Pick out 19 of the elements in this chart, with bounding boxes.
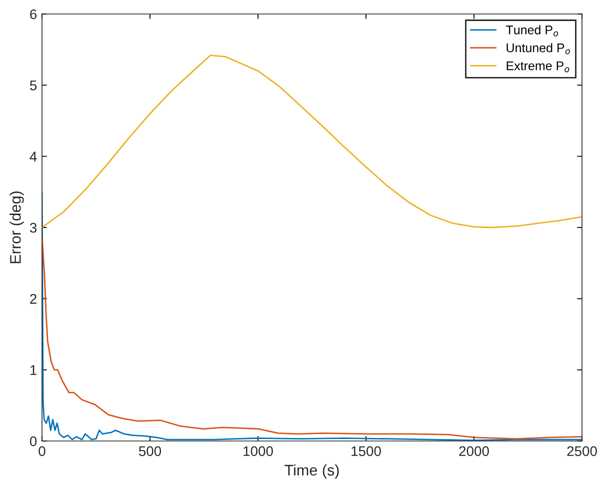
x-tick-label: 2500 [567, 446, 597, 456]
x-tick-label: 2000 [459, 446, 489, 456]
y-tick-label: 6 [30, 9, 37, 20]
x-axis-title: Time (s) [284, 464, 339, 479]
legend-label: Tuned P$_{o}$ [506, 25, 558, 36]
x-tick-label: 1500 [352, 446, 381, 456]
x-tick-label: 1000 [244, 446, 273, 456]
y-tick-label: 3 [30, 222, 37, 233]
y-tick-label: 1 [30, 365, 36, 375]
y-axis-title: Error (deg) [10, 192, 24, 264]
y-tick-label: 2 [30, 294, 36, 304]
x-tick-label: 500 [138, 446, 162, 456]
y-tick-label: 0 [30, 436, 37, 446]
legend-label: Extreme P$_{o}$ [506, 61, 570, 72]
legend-label: Untuned P$_{o}$ [506, 43, 570, 54]
y-tick-label: 5 [30, 80, 37, 90]
x-tick-label: 0 [38, 446, 46, 456]
line-series [42, 54, 582, 228]
y-tick-label: 4 [30, 152, 37, 162]
